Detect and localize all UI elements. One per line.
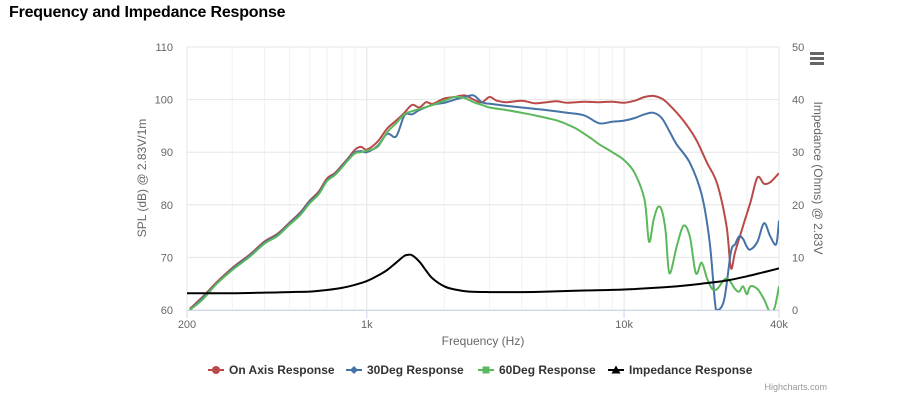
x-tick-label: 200 xyxy=(178,319,196,331)
legend: On Axis Response 30Deg Response 60Deg Resp… xyxy=(208,363,753,377)
x-axis-title: Frequency (Hz) xyxy=(442,334,525,348)
y-right-tick-label: 10 xyxy=(792,252,804,264)
y-axis-right-title: Impedance (Ohms) @ 2.83V xyxy=(811,102,825,255)
x-tick-label: 10k xyxy=(615,319,633,331)
legend-label: On Axis Response xyxy=(229,363,335,377)
y-left-tick-label: 70 xyxy=(161,252,173,264)
legend-label: Impedance Response xyxy=(629,363,753,377)
hamburger-menu-icon[interactable] xyxy=(810,52,824,65)
y-right-tick-label: 30 xyxy=(792,147,804,159)
series-line-impedance-response xyxy=(187,253,779,295)
legend-item[interactable]: Impedance Response xyxy=(608,363,753,377)
grid-lines xyxy=(186,46,780,311)
legend-label: 30Deg Response xyxy=(367,363,464,377)
legend-marker-diamond xyxy=(350,366,358,374)
y-right-tick-label: 40 xyxy=(792,95,804,107)
legend-item[interactable]: 60Deg Response xyxy=(478,363,596,377)
axes-group: 200 1k 10k 40k 60 70 80 90 100 110 0 10 20 30 40 50 xyxy=(155,42,805,331)
series-line-60deg-response xyxy=(189,95,779,311)
y-axis-left-title: SPL (dB) @ 2.83V/1m xyxy=(135,119,149,237)
y-left-tick-label: 100 xyxy=(155,95,173,107)
y-right-tick-label: 50 xyxy=(792,42,804,54)
legend-marker-square xyxy=(482,366,490,374)
series-group xyxy=(187,94,779,311)
series-line-30deg-response xyxy=(189,94,779,311)
legend-label: 60Deg Response xyxy=(499,363,596,377)
legend-marker-circle xyxy=(212,366,220,374)
y-right-tick-label: 20 xyxy=(792,200,804,212)
y-left-tick-label: 60 xyxy=(161,305,173,317)
x-tick-label: 40k xyxy=(770,319,788,331)
y-left-tick-label: 90 xyxy=(161,147,173,159)
y-right-tick-label: 0 xyxy=(792,305,798,317)
credits-link[interactable]: Highcharts.com xyxy=(764,382,827,392)
x-tick-label: 1k xyxy=(361,319,373,331)
chart-title: Frequency and Impedance Response xyxy=(9,4,286,21)
legend-item[interactable]: On Axis Response xyxy=(208,363,335,377)
legend-marker-triangle xyxy=(611,365,621,374)
series-line-on-axis-response xyxy=(189,94,779,310)
y-left-tick-label: 110 xyxy=(155,42,173,54)
y-left-tick-label: 80 xyxy=(161,200,173,212)
legend-item[interactable]: 30Deg Response xyxy=(346,363,464,377)
